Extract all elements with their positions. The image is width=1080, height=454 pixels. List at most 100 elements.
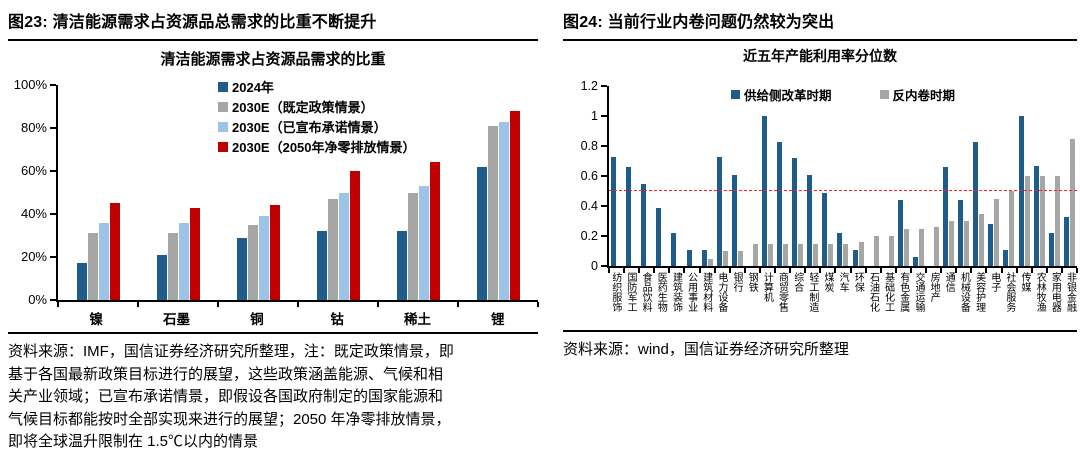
bar — [837, 233, 843, 266]
x-tick-mark — [985, 268, 988, 273]
bar — [76, 263, 87, 300]
x-tick-label-text: 通信 — [943, 272, 955, 292]
x-tick-label: 房地产 — [925, 268, 940, 326]
y-tick-mark — [601, 205, 607, 207]
y-tick-label: 0% — [28, 292, 47, 307]
x-tick-label-text: 商贸零售 — [776, 272, 788, 312]
legend-item: 2024年 — [218, 77, 416, 96]
bar — [701, 249, 707, 266]
x-tick-label-text: 汽车 — [837, 272, 849, 292]
x-tick-mark — [1076, 268, 1078, 273]
bar-group — [805, 174, 820, 266]
x-tick-label: 建筑装饰 — [668, 268, 683, 326]
bar — [1039, 176, 1045, 266]
bar — [722, 251, 728, 266]
x-tick-label-text: 轻工制造 — [806, 272, 818, 312]
bar — [236, 237, 247, 300]
x-tick-label-text: 钢铁 — [746, 272, 758, 292]
plot-area: 2024年 2030E（既定政策情景） 2030E（已宣布承诺情景） 2030E（20… — [56, 80, 539, 307]
bar-group — [866, 236, 881, 266]
legend-item: 2030E（已宣布承诺情景） — [218, 117, 416, 136]
y-tick-label: 80% — [20, 120, 47, 135]
x-tick-mark — [955, 268, 958, 273]
x-axis-ticks — [608, 268, 1078, 273]
bar — [1054, 176, 1060, 266]
x-tick-label: 农林牧渔 — [1031, 268, 1046, 326]
x-tick-label-text: 钴 — [330, 312, 344, 327]
x-tick-label: 汽车 — [834, 268, 849, 326]
x-tick-label-text: 家用电器 — [1049, 272, 1061, 312]
bar — [338, 192, 349, 300]
y-tick-label: 0 — [591, 259, 598, 273]
x-tick-label: 家用电器 — [1047, 268, 1062, 326]
x-tick-label-text: 石油石化 — [867, 272, 879, 312]
x-tick-mark — [789, 268, 792, 273]
x-tick-label-text: 石墨 — [162, 312, 190, 327]
x-tick-mark — [136, 302, 139, 307]
figure-24-chart-title: 近五年产能利用率分位数 — [743, 48, 897, 64]
bar-group — [218, 205, 298, 300]
y-tick-mark — [601, 85, 607, 87]
bar-group — [926, 227, 941, 266]
x-tick-mark — [608, 268, 610, 273]
figure-24-header: 图24: 当前行业内卷问题仍然较为突出 — [563, 8, 1077, 41]
bar-group — [851, 242, 866, 266]
bar — [1048, 233, 1054, 266]
legend-marker — [730, 89, 740, 99]
bar — [429, 162, 440, 300]
bar — [316, 231, 327, 300]
y-tick-mark — [601, 265, 607, 267]
bar-group — [700, 249, 715, 266]
bar-group — [881, 236, 896, 266]
bar — [783, 243, 789, 266]
x-tick-mark — [216, 302, 219, 307]
x-tick-label: 基础化工 — [880, 268, 895, 326]
x-tick-label: 美容护理 — [971, 268, 986, 326]
bar — [626, 167, 632, 266]
reference-line — [609, 190, 1077, 191]
x-tick-mark — [376, 302, 379, 307]
bar — [888, 236, 894, 266]
x-tick-label: 建筑材料 — [698, 268, 713, 326]
x-tick-label: 电子 — [986, 268, 1001, 326]
figure-23-source-note: 资料来源：IMF，国信证券经济研究所整理，注：既定政策情景，即 基于各国最新政策目… — [8, 332, 538, 454]
y-tick-label: 100% — [13, 77, 47, 92]
x-tick-mark — [1045, 268, 1048, 273]
y-axis: 0 0.2 0.4 0.6 0.8 1 1.2 — [563, 79, 607, 273]
source-line: 即将全球温升限制在 1.5℃以内的情景 — [8, 433, 259, 450]
capacity-utilization-percentile-chart: 0 0.2 0.4 0.6 0.8 1 1.2 供给侧改革时期 反内卷时期 纺织服饰 国防军工食… — [563, 79, 1078, 326]
x-tick-label-text: 煤炭 — [822, 272, 834, 292]
x-tick-label: 铜 — [217, 302, 297, 327]
x-tick-label: 镍 — [56, 302, 136, 327]
bar-group — [1001, 191, 1016, 266]
bar-group — [775, 141, 790, 266]
bar — [509, 110, 520, 300]
x-tick-label: 有色金属 — [895, 268, 910, 326]
bar — [396, 231, 407, 300]
y-tick-label: 0.8 — [580, 139, 598, 153]
bar — [858, 242, 864, 266]
x-tick-label: 锂 — [458, 302, 538, 327]
bar — [807, 174, 813, 266]
x-tick-mark — [57, 302, 59, 307]
legend-label: 2030E（2050年净零排放情景） — [232, 140, 416, 155]
bar-group — [896, 200, 911, 266]
x-tick-label-text: 电子 — [988, 272, 1000, 292]
bars-area — [58, 85, 538, 300]
x-tick-label: 食品饮料 — [637, 268, 652, 326]
bar-group — [138, 207, 218, 300]
y-tick-mark — [50, 170, 56, 172]
x-tick-label: 稀土 — [377, 302, 457, 327]
x-tick-mark — [297, 302, 299, 307]
bar-group — [458, 110, 538, 300]
x-tick-label-text: 建筑装饰 — [670, 272, 682, 312]
x-tick-label-text: 计算机 — [761, 272, 773, 302]
bar — [912, 257, 918, 266]
x-tick-label: 公用事业 — [683, 268, 698, 326]
x-tick-mark — [668, 268, 671, 273]
x-tick-mark — [894, 268, 897, 273]
bar-group — [654, 207, 669, 266]
x-tick-mark — [819, 268, 822, 273]
bar-group — [1017, 116, 1032, 266]
